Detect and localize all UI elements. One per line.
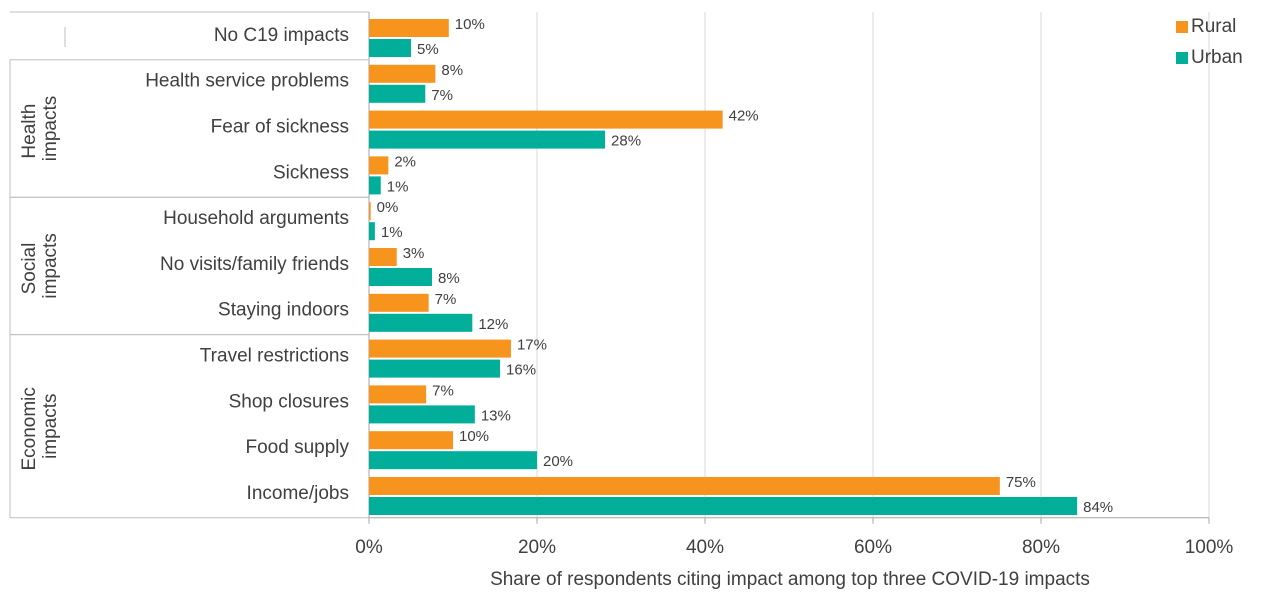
- bar: [369, 339, 511, 358]
- bar: [369, 156, 389, 175]
- x-axis-title: Share of respondents citing impact among…: [490, 569, 1090, 590]
- data-label: 2%: [394, 153, 416, 170]
- y-tick-label: Health service problems: [145, 71, 349, 92]
- data-label: 1%: [381, 224, 403, 241]
- bar: [369, 19, 449, 37]
- bar: [369, 385, 427, 404]
- y-tick-label: Shop closures: [229, 391, 349, 412]
- data-label: 3%: [403, 245, 425, 262]
- data-label: 13%: [481, 407, 511, 424]
- legend-label: Rural: [1191, 16, 1236, 37]
- bar: [369, 293, 429, 312]
- bar: [369, 431, 453, 450]
- data-label: 20%: [543, 453, 573, 470]
- data-label: 16%: [506, 362, 536, 379]
- legend-swatch: [1176, 52, 1188, 64]
- bar: [369, 202, 371, 221]
- data-label: 7%: [431, 87, 453, 104]
- data-label: 42%: [729, 108, 759, 125]
- data-label: 8%: [441, 62, 463, 79]
- bar: [369, 477, 1000, 495]
- bar: [369, 451, 537, 470]
- y-tick-label: Travel restrictions: [200, 346, 349, 367]
- y-tick-label: Fear of sickness: [211, 117, 349, 138]
- group-label: Economic impacts: [19, 382, 61, 471]
- data-label: 5%: [417, 41, 439, 58]
- data-label: 28%: [611, 133, 641, 150]
- bar: [369, 39, 411, 57]
- x-tick-label: 40%: [686, 537, 724, 558]
- bar: [369, 176, 381, 195]
- data-label: 12%: [478, 316, 508, 333]
- y-tick-label: Income/jobs: [247, 483, 349, 504]
- bar: [369, 84, 426, 103]
- y-tick-label: Food supply: [245, 437, 349, 458]
- data-label: 10%: [455, 16, 485, 33]
- data-label: 84%: [1083, 499, 1113, 516]
- y-tick-label: Household arguments: [163, 208, 349, 229]
- data-label: 7%: [435, 291, 457, 308]
- data-label: 7%: [432, 382, 454, 399]
- bar: [369, 110, 723, 129]
- bar: [369, 313, 473, 332]
- data-label: 10%: [459, 428, 489, 445]
- y-tick-label: No C19 impacts: [214, 25, 349, 46]
- y-tick-label: Sickness: [273, 162, 349, 183]
- group-label: Social impacts: [19, 233, 61, 298]
- bar: [369, 268, 432, 286]
- data-label: 17%: [517, 337, 547, 354]
- bar: [369, 405, 475, 424]
- x-tick-label: 60%: [854, 537, 892, 558]
- x-tick-label: 100%: [1185, 537, 1234, 558]
- data-label: 8%: [438, 270, 460, 287]
- bar: [369, 248, 397, 266]
- bar: [369, 497, 1078, 515]
- legend-swatch: [1176, 21, 1188, 33]
- bar: [369, 64, 436, 83]
- y-tick-label: No visits/family friends: [160, 254, 349, 275]
- x-tick-label: 20%: [518, 537, 556, 558]
- x-tick-label: 0%: [355, 537, 383, 558]
- data-label: 0%: [377, 199, 399, 216]
- bar: [369, 359, 501, 378]
- data-label: 1%: [387, 178, 409, 195]
- x-tick-label: 80%: [1022, 537, 1060, 558]
- data-label: 75%: [1006, 474, 1036, 491]
- group-label: Health impacts: [19, 96, 61, 161]
- bar: [369, 130, 606, 149]
- bar: [369, 222, 375, 241]
- y-tick-label: Staying indoors: [218, 300, 349, 321]
- legend-label: Urban: [1191, 47, 1243, 68]
